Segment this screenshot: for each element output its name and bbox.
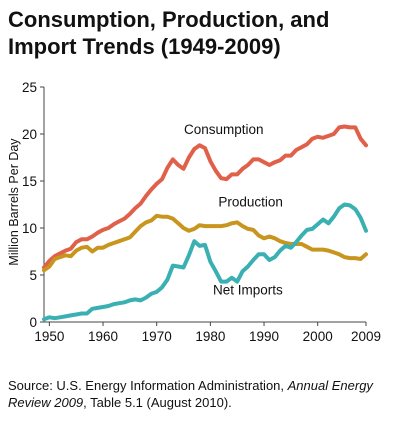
y-tick-label: 5 bbox=[29, 268, 37, 283]
net-imports-line bbox=[42, 202, 368, 322]
x-tick-label: 1990 bbox=[249, 329, 279, 344]
y-tick-label: 25 bbox=[22, 80, 37, 95]
consumption-label: Consumption bbox=[184, 122, 264, 137]
net-imports-label: Net Imports bbox=[213, 283, 283, 298]
series-labels: Consumption Production Net Imports bbox=[184, 122, 283, 298]
y-axis-label: Million Barrels Per Day bbox=[7, 138, 21, 266]
series-layer bbox=[42, 124, 368, 322]
axes: 0 5 10 15 20 25 1950 1960 1970 1980 1990 2000 2009 bbox=[22, 80, 381, 344]
y-tick-label: 15 bbox=[22, 174, 37, 189]
source-note: Source: U.S. Energy Information Administ… bbox=[8, 377, 392, 411]
y-tick-label: 0 bbox=[29, 315, 37, 330]
x-tick-label: 2009 bbox=[351, 329, 381, 344]
production-label: Production bbox=[218, 194, 283, 209]
x-tick-label: 2000 bbox=[303, 329, 333, 344]
x-tick-label: 1950 bbox=[34, 329, 64, 344]
x-tick-label: 1970 bbox=[142, 329, 172, 344]
title-line-1: Consumption, Production, and bbox=[8, 7, 330, 32]
x-tick-label: 1980 bbox=[195, 329, 225, 344]
x-tick-label: 1960 bbox=[88, 329, 118, 344]
y-tick-label: 10 bbox=[22, 221, 37, 236]
y-tick-label: 20 bbox=[22, 127, 37, 142]
source-publication: Annual Energy Review 2009 bbox=[8, 378, 373, 410]
source-prefix: Source: U.S. Energy Information Administ… bbox=[8, 378, 288, 393]
source-suffix: , Table 5.1 (August 2010). bbox=[83, 395, 232, 410]
production-line bbox=[42, 213, 368, 273]
title-line-2: Import Trends (1949-2009) bbox=[8, 34, 281, 59]
consumption-line bbox=[42, 124, 368, 270]
line-chart: Million Barrels Per Day 0 5 10 15 20 25 1950 19… bbox=[7, 80, 381, 344]
chart-title: Consumption, Production, and Import Tren… bbox=[8, 6, 392, 60]
